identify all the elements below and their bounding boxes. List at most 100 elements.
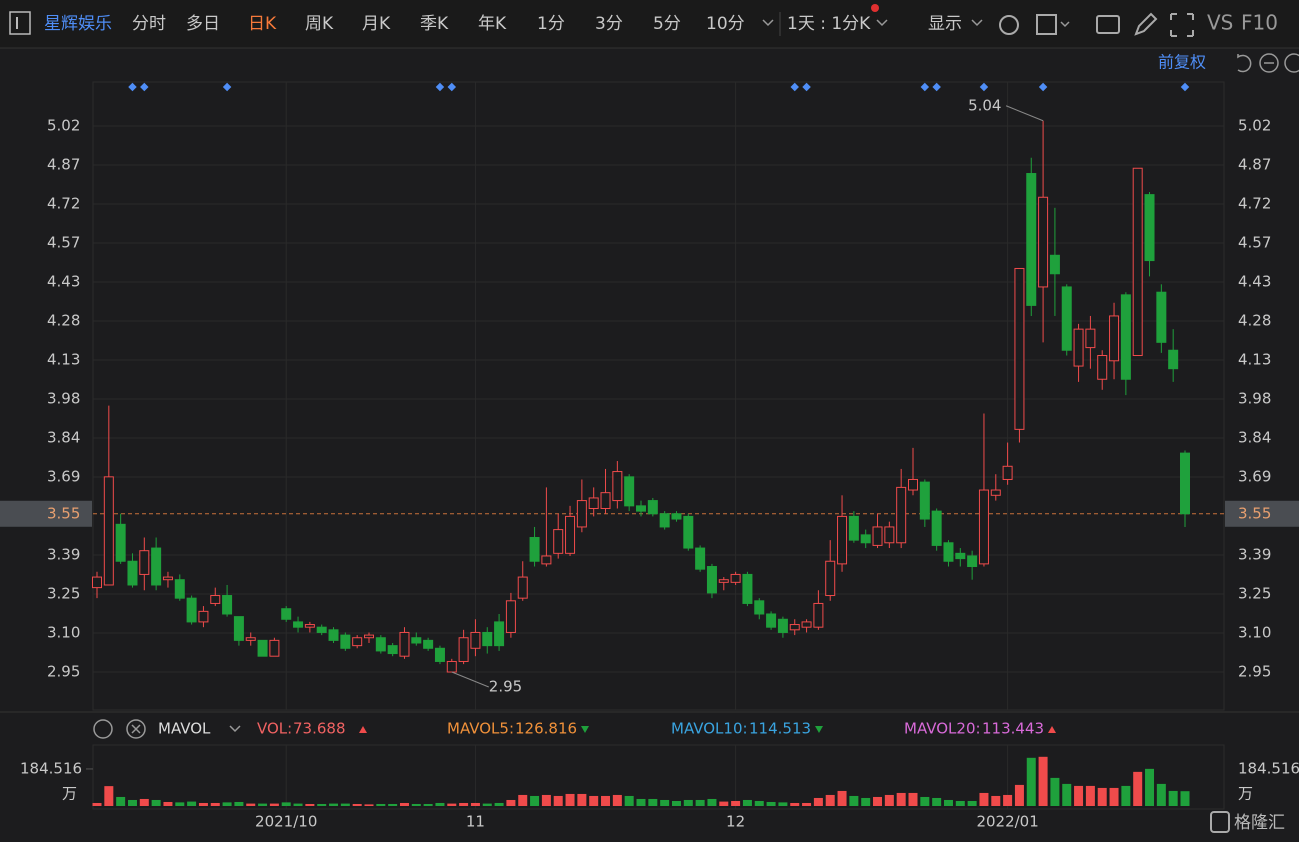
volume-bar [435,802,445,806]
vol-settings[interactable] [93,719,113,739]
tab[interactable]: 5分 [653,14,681,34]
adjust[interactable]: 前复权 [1158,53,1206,72]
zoom-out[interactable] [1259,53,1279,73]
event-marker[interactable] [140,82,149,92]
candle-body [316,626,327,633]
last-price-label: 3.55 [1238,504,1271,522]
y-tick-label-right: 3.98 [1238,390,1271,408]
candle-body [174,579,185,599]
menu-icon[interactable] [9,11,31,35]
candle-body [789,624,800,631]
tab[interactable]: 季K [420,14,449,34]
volume-bar [754,800,764,806]
candle-body [967,555,978,568]
volume-bar [601,795,611,806]
annotation-line [451,671,489,688]
candle-body [860,534,871,544]
chevron[interactable] [762,19,774,27]
indicator[interactable]: MAVOL [158,720,211,738]
undo-icon[interactable] [1237,54,1252,73]
tab[interactable]: 日K [248,14,277,34]
candle-body [1085,328,1096,349]
vol-close[interactable] [126,719,146,739]
event-marker[interactable] [435,82,445,92]
volume-bar [1156,783,1166,806]
volume-bar [399,802,409,806]
volume-bar [222,802,232,806]
trend-arrow [815,726,823,733]
vs[interactable]: VS [1207,11,1233,35]
y-tick-label: 3.69 [47,468,80,486]
volume-bar [1133,771,1143,806]
tab[interactable]: 3分 [595,14,623,34]
candle-body [978,489,989,565]
candle-body [683,515,694,549]
volume-bar [943,799,953,806]
y-tick-label: 5.02 [47,117,80,135]
event-marker[interactable] [128,82,137,92]
fullscreen-icon[interactable] [1170,13,1194,37]
volume-bar [470,802,480,806]
volume-bar [127,799,137,806]
candle-body [328,629,339,641]
event-marker[interactable] [447,82,457,92]
volume-bar [1109,787,1119,806]
volume-bar [1062,783,1072,806]
candle-body [293,621,304,628]
f10[interactable]: F10 [1241,11,1278,35]
tab[interactable]: 1分 [537,14,565,34]
stock-name[interactable]: 星辉娱乐 [44,14,112,34]
chevron[interactable] [971,19,983,27]
display[interactable]: 显示 [928,14,962,34]
tab[interactable]: 分时 [132,14,166,34]
volume-bar [861,797,871,806]
tab[interactable]: 年K [478,14,507,34]
tab[interactable]: 周K [305,14,334,34]
legend-name: MAVOL5: [447,720,514,738]
volume-bar [589,795,599,806]
toolbar [0,0,1299,48]
candle-body [304,624,315,628]
volume-bar [364,804,374,806]
volume-bar [920,796,930,806]
volume-bar [506,799,516,806]
period[interactable]: 1天 : 1分K [787,14,871,34]
volume-bar [1038,756,1048,806]
chevron[interactable] [229,725,241,733]
box-icon[interactable] [1036,14,1057,35]
tab[interactable]: 月K [362,14,391,34]
volume-tick-label: 184.516 [20,759,82,777]
volume-bar [1074,785,1084,806]
y-tick-label-right: 4.87 [1238,156,1271,174]
legend-value: 73.688 [293,720,346,738]
volume-bar [518,794,528,806]
y-tick-label-right: 3.25 [1238,585,1271,603]
pen-icon[interactable] [1134,12,1158,36]
candle-body [245,637,256,641]
candle-body [636,505,646,512]
volume-unit-right: 万 [1238,785,1253,803]
dot [871,4,879,12]
volume-bar [187,801,197,806]
candle-body [1120,294,1131,380]
candle-body [233,616,244,641]
volume-bar [991,795,1001,806]
zoom-in[interactable] [1284,53,1299,73]
y-tick-label-right: 4.13 [1238,351,1271,369]
tab[interactable]: 10分 [706,14,745,34]
volume-bar [837,790,847,806]
volume-bar [198,802,208,806]
tab[interactable]: 多日 [186,14,220,34]
candle-body [281,608,292,620]
volume-bar [624,795,634,806]
chevron[interactable] [876,19,888,27]
settings-icon[interactable] [999,15,1019,35]
chevron[interactable] [1060,21,1070,28]
camera-icon[interactable] [1096,15,1120,34]
candle-body [624,476,635,507]
volume-bar [459,802,469,806]
candle-body [1132,167,1143,357]
event-marker[interactable] [222,82,232,92]
